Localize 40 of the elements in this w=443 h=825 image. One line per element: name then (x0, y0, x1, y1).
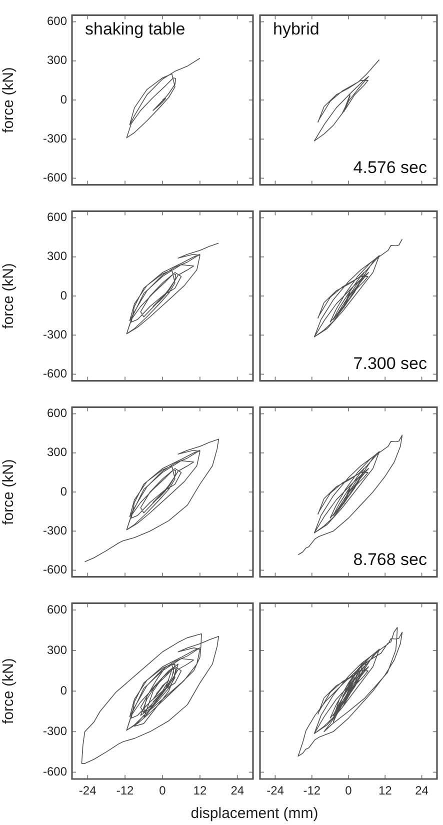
y-tick-label: 300 (46, 445, 68, 460)
y-axis-title: force (kN) (0, 263, 18, 329)
y-tick-label: 300 (46, 53, 68, 68)
y-tick-label: 600 (46, 406, 68, 420)
y-tick-label: -300 (42, 327, 68, 342)
annotation: 7.300 sec (353, 354, 428, 373)
y-tick-label: 600 (46, 602, 68, 616)
x-tick-label: 24 (230, 784, 244, 798)
annotation: 8.768 sec (353, 550, 428, 569)
y-tick-label: -600 (42, 562, 68, 577)
y-tick-label: -300 (42, 724, 68, 738)
chart-title: shaking table (85, 19, 186, 38)
x-tick-label: -24 (78, 784, 97, 798)
y-tick-label: -600 (42, 366, 68, 381)
y-axis-title: force (kN) (0, 459, 18, 525)
x-tick-label: 12 (378, 784, 392, 798)
x-tick-label: -12 (116, 784, 134, 798)
y-tick-label: 0 (60, 683, 68, 698)
x-tick-label: 0 (345, 784, 352, 798)
x-tick-label: 24 (415, 784, 429, 798)
y-tick-label: -600 (42, 764, 68, 779)
x-axis-title: displacement (mm) (190, 805, 320, 822)
y-tick-label: -300 (42, 131, 68, 146)
y-axis-title: force (kN) (0, 658, 18, 724)
y-tick-label: 300 (46, 642, 68, 657)
chart-title: hybrid (273, 19, 320, 38)
y-tick-label: 300 (46, 249, 68, 264)
y-tick-label: 600 (46, 210, 68, 224)
x-tick-label: 0 (159, 784, 166, 798)
y-tick-label: -600 (42, 170, 68, 185)
x-tick-label: 12 (193, 784, 207, 798)
y-tick-label: 0 (60, 288, 68, 302)
y-axis-title: force (kN) (0, 67, 18, 133)
x-tick-label: -24 (266, 784, 284, 798)
x-tick-label: -12 (303, 784, 321, 798)
annotation: 4.576 sec (353, 158, 428, 177)
y-tick-label: 0 (60, 484, 68, 498)
y-tick-label: 0 (60, 92, 68, 106)
y-tick-label: -300 (42, 523, 68, 538)
y-tick-label: 600 (46, 14, 68, 28)
